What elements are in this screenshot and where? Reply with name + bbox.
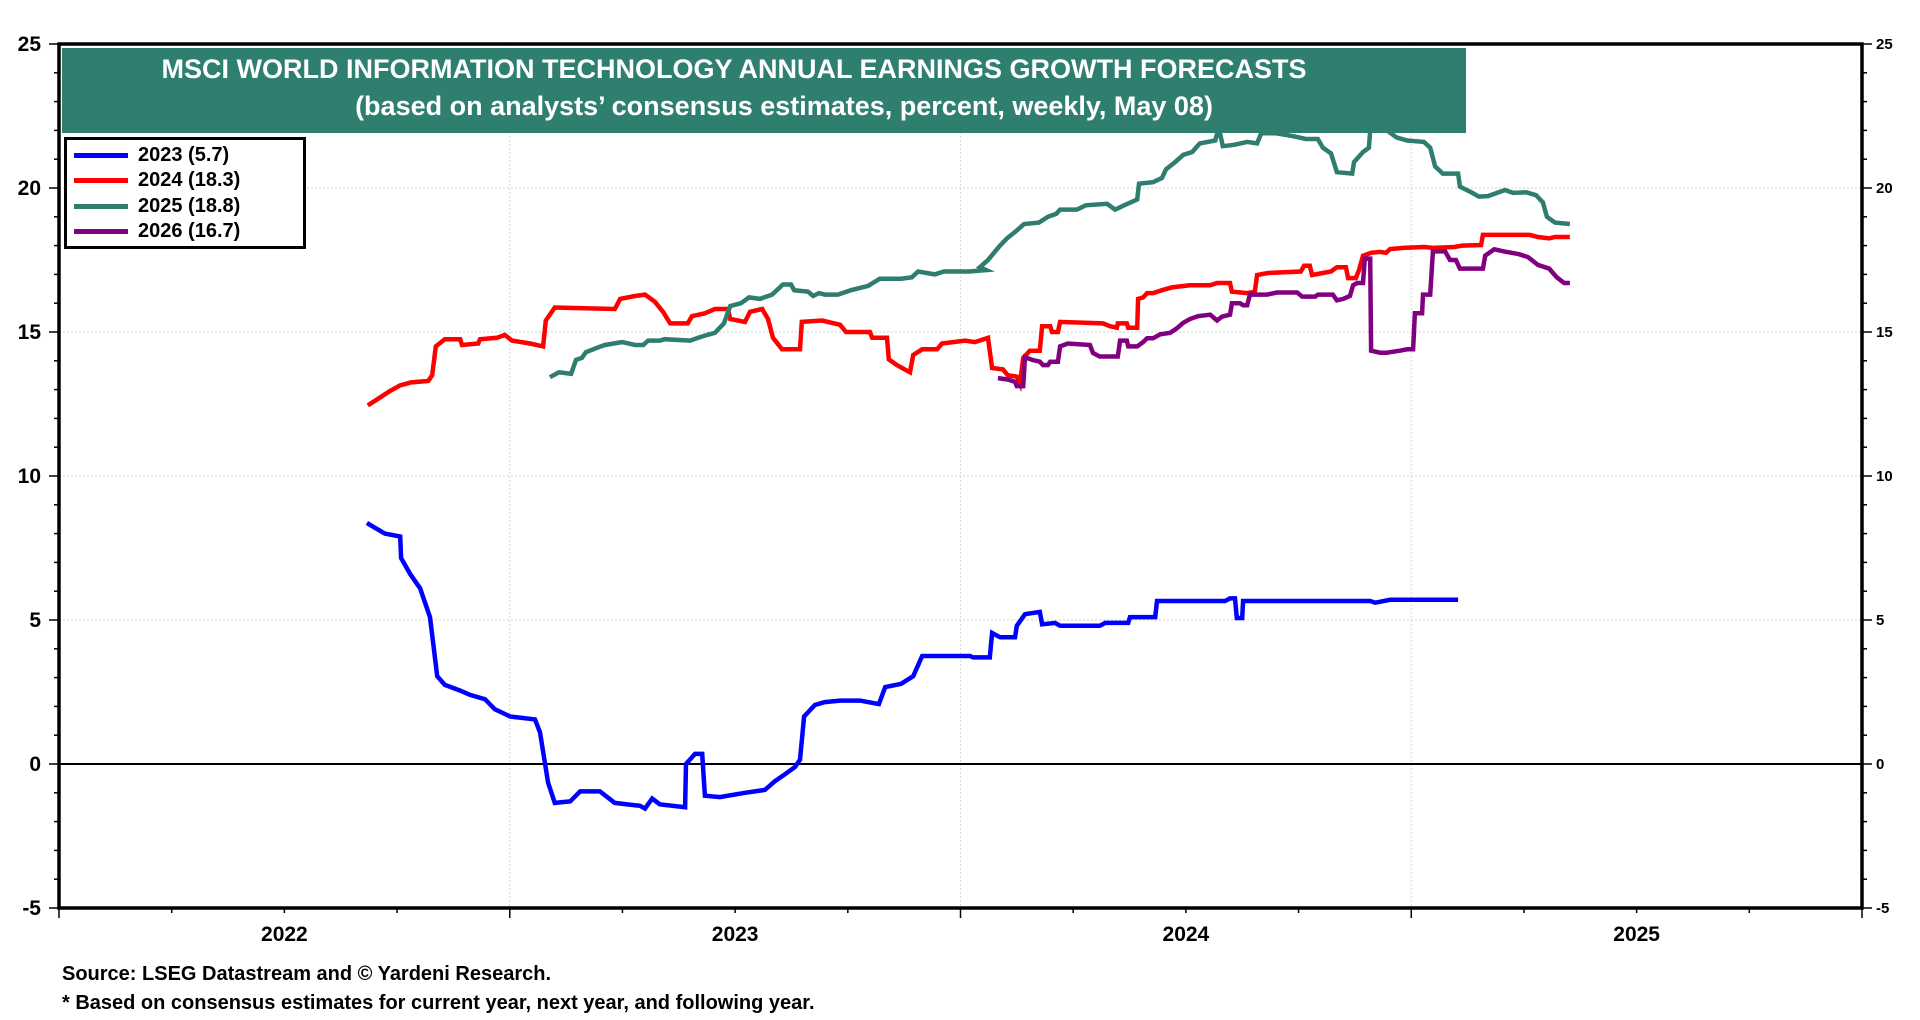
x-tick-label-2024: 2024 — [1163, 923, 1210, 946]
footnote: * Based on consensus estimates for curre… — [62, 992, 815, 1014]
y-tick-label-right: -5 — [1876, 900, 1889, 917]
legend-swatch-2023 — [74, 153, 128, 158]
x-tick-label-2025: 2025 — [1613, 923, 1660, 946]
legend-swatch-2026 — [74, 229, 128, 234]
y-tick-label-left: 5 — [29, 609, 41, 632]
legend-label-2025: 2025 (18.8) — [138, 195, 241, 217]
source-note: Source: LSEG Datastream and © Yardeni Re… — [62, 963, 552, 985]
y-tick-label-right: 25 — [1876, 36, 1893, 53]
y-tick-label-right: 0 — [1876, 756, 1884, 773]
x-tick-label-2023: 2023 — [712, 923, 759, 946]
series-line-2025 — [548, 114, 1571, 380]
y-tick-label-left: 25 — [18, 33, 42, 56]
y-tick-label-left: 15 — [18, 321, 42, 344]
legend: 2023 (5.7) 2024 (18.3) 2025 (18.8) 2026 … — [64, 137, 306, 249]
chart-title-box: MSCI WORLD INFORMATION TECHNOLOGY ANNUAL… — [62, 48, 1466, 133]
x-tick-label-2022: 2022 — [261, 923, 308, 946]
x-axis: 2022 2023 2024 2025 — [58, 908, 1863, 946]
y-tick-label-left: 0 — [29, 753, 41, 776]
y-tick-label-right: 5 — [1876, 612, 1884, 629]
legend-label-2026: 2026 (16.7) — [138, 220, 241, 242]
y-axis-left: -5 0 5 10 15 20 25 — [18, 33, 59, 920]
y-tick-label-left: -5 — [22, 897, 41, 920]
legend-swatch-2024 — [74, 178, 128, 183]
legend-item-2025: 2025 (18.8) — [67, 194, 240, 219]
series-lines — [365, 114, 1571, 812]
legend-item-2026: 2026 (16.7) — [67, 219, 240, 244]
gridlines — [59, 44, 1862, 908]
legend-item-2023: 2023 (5.7) — [67, 143, 229, 168]
y-tick-label-left: 20 — [18, 177, 41, 200]
chart-subtitle: (based on analysts’ consensus estimates,… — [355, 91, 1213, 121]
y-tick-label-right: 20 — [1876, 180, 1893, 197]
chart-title: MSCI WORLD INFORMATION TECHNOLOGY ANNUAL… — [161, 54, 1307, 84]
legend-item-2024: 2024 (18.3) — [67, 168, 240, 193]
y-tick-label-left: 10 — [18, 465, 41, 488]
y-tick-label-right: 10 — [1876, 468, 1893, 485]
series-line-2026 — [997, 246, 1570, 389]
series-line-2024 — [366, 232, 1570, 408]
legend-swatch-2025 — [74, 204, 128, 209]
y-tick-label-right: 15 — [1876, 324, 1893, 341]
series-line-2023 — [365, 520, 1459, 812]
legend-label-2024: 2024 (18.3) — [138, 169, 241, 191]
y-axis-right: -5 0 5 10 15 20 25 — [1862, 36, 1893, 917]
legend-label-2023: 2023 (5.7) — [138, 144, 230, 166]
